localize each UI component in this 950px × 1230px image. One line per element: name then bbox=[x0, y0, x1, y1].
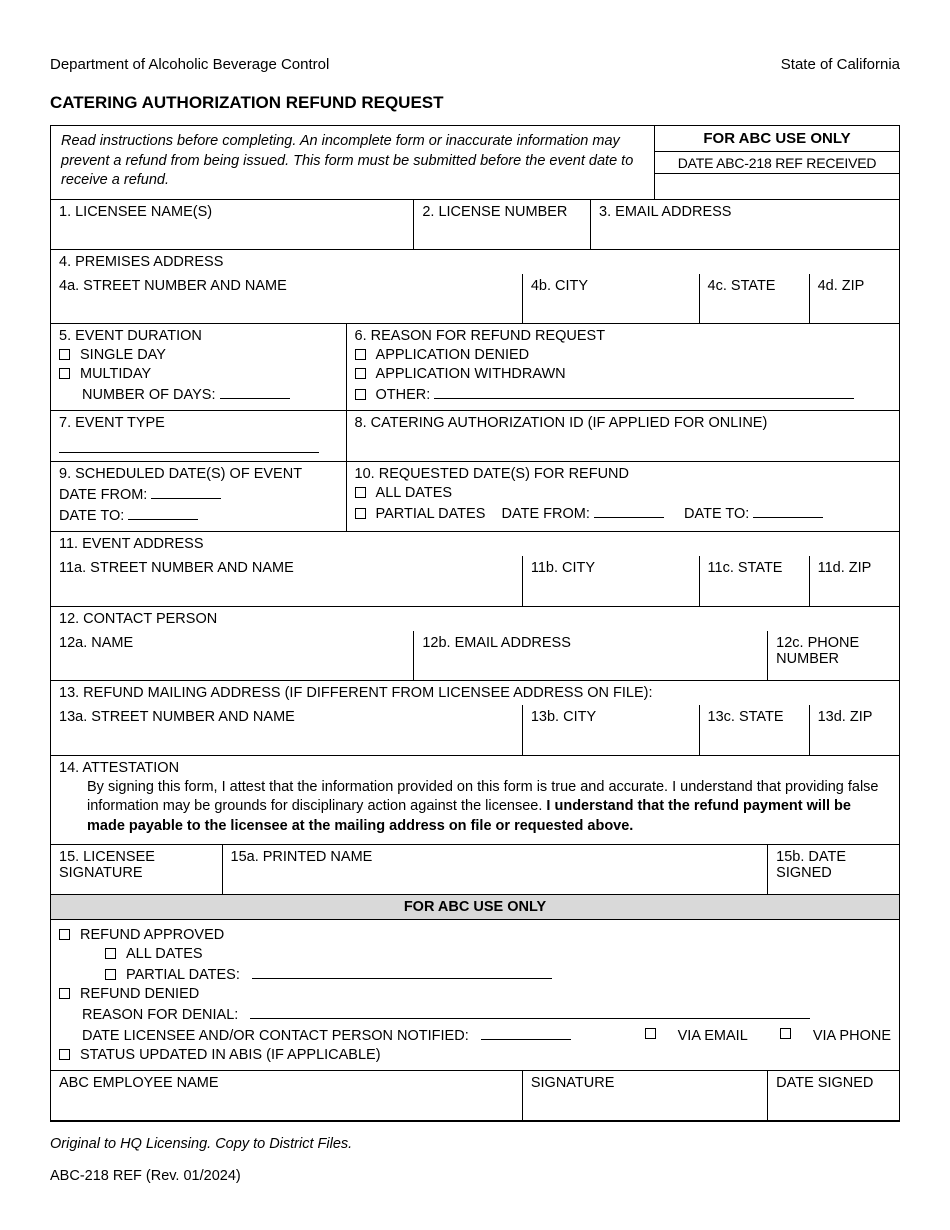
field-premises-zip[interactable]: 4d. ZIP bbox=[809, 274, 899, 324]
checkbox-refund-approved[interactable] bbox=[59, 929, 70, 940]
field-date-signed[interactable]: 15b. DATE SIGNED bbox=[768, 845, 900, 895]
field-premises-street[interactable]: 4a. STREET NUMBER AND NAME bbox=[51, 274, 523, 324]
input-date-from[interactable] bbox=[151, 485, 221, 499]
field-premises-label: 4. PREMISES ADDRESS bbox=[51, 249, 900, 274]
checkbox-via-email[interactable] bbox=[645, 1028, 656, 1039]
abc-use-date-label: DATE ABC-218 REF RECEIVED bbox=[655, 152, 899, 174]
checkbox-other[interactable] bbox=[355, 389, 366, 400]
checkbox-app-withdrawn[interactable] bbox=[355, 368, 366, 379]
checkbox-multiday[interactable] bbox=[59, 368, 70, 379]
top-row: Read instructions before completing. An … bbox=[50, 125, 900, 199]
abc-decision-block: REFUND APPROVED ALL DATES PARTIAL DATES:… bbox=[51, 920, 900, 1071]
field-refund-reason: 6. REASON FOR REFUND REQUEST APPLICATION… bbox=[346, 324, 899, 411]
abc-use-band: FOR ABC USE ONLY bbox=[51, 895, 900, 920]
input-denial-reason[interactable] bbox=[250, 1005, 810, 1019]
field-email[interactable]: 3. EMAIL ADDRESS bbox=[591, 199, 900, 249]
field-requested-dates: 10. REQUESTED DATE(S) FOR REFUND ALL DAT… bbox=[346, 462, 899, 532]
abc-use-box: FOR ABC USE ONLY DATE ABC-218 REF RECEIV… bbox=[654, 126, 899, 199]
field-abc-date-signed[interactable]: DATE SIGNED bbox=[768, 1071, 900, 1121]
checkbox-via-phone[interactable] bbox=[780, 1028, 791, 1039]
field-abc-signature[interactable]: SIGNATURE bbox=[522, 1071, 767, 1121]
field-event-duration: 5. EVENT DURATION SINGLE DAY MULTIDAY NU… bbox=[51, 324, 347, 411]
abc-use-title: FOR ABC USE ONLY bbox=[655, 126, 899, 152]
field-event-addr-label: 11. EVENT ADDRESS bbox=[51, 532, 900, 557]
field-event-type[interactable]: 7. EVENT TYPE bbox=[51, 411, 347, 462]
field-scheduled-dates: 9. SCHEDULED DATE(S) OF EVENT DATE FROM:… bbox=[51, 462, 347, 532]
field-event-zip[interactable]: 11d. ZIP bbox=[809, 556, 899, 606]
input-refund-to[interactable] bbox=[753, 504, 823, 518]
checkbox-abc-partial-dates[interactable] bbox=[105, 969, 116, 980]
footer-note: Original to HQ Licensing. Copy to Distri… bbox=[50, 1136, 900, 1152]
checkbox-single-day[interactable] bbox=[59, 349, 70, 360]
form-id: ABC-218 REF (Rev. 01/2024) bbox=[50, 1168, 900, 1184]
checkbox-abis-updated[interactable] bbox=[59, 1049, 70, 1060]
main-form-table: 1. LICENSEE NAME(S) 2. LICENSE NUMBER 3.… bbox=[50, 199, 900, 1123]
field-catering-id[interactable]: 8. CATERING AUTHORIZATION ID (IF APPLIED… bbox=[346, 411, 899, 462]
field-refund-addr-label: 13. REFUND MAILING ADDRESS (IF DIFFERENT… bbox=[51, 681, 900, 706]
field-event-street[interactable]: 11a. STREET NUMBER AND NAME bbox=[51, 556, 523, 606]
field-event-state[interactable]: 11c. STATE bbox=[699, 556, 809, 606]
field-event-city[interactable]: 11b. CITY bbox=[522, 556, 699, 606]
field-printed-name[interactable]: 15a. PRINTED NAME bbox=[222, 845, 768, 895]
field-abc-emp-name[interactable]: ABC EMPLOYEE NAME bbox=[51, 1071, 523, 1121]
input-numdays[interactable] bbox=[220, 385, 290, 399]
field-contact-label: 12. CONTACT PERSON bbox=[51, 606, 900, 631]
field-premises-city[interactable]: 4b. CITY bbox=[522, 274, 699, 324]
field-licensee-name[interactable]: 1. LICENSEE NAME(S) bbox=[51, 199, 414, 249]
field-refund-city[interactable]: 13b. CITY bbox=[522, 705, 699, 755]
page-header: Department of Alcoholic Beverage Control… bbox=[50, 56, 900, 73]
checkbox-refund-denied[interactable] bbox=[59, 988, 70, 999]
checkbox-partial-dates[interactable] bbox=[355, 508, 366, 519]
checkbox-all-dates[interactable] bbox=[355, 487, 366, 498]
checkbox-abc-all-dates[interactable] bbox=[105, 948, 116, 959]
field-attestation: 14. ATTESTATION By signing this form, I … bbox=[51, 755, 900, 845]
field-contact-name[interactable]: 12a. NAME bbox=[51, 631, 414, 681]
dept-name: Department of Alcoholic Beverage Control bbox=[50, 56, 329, 73]
input-other-reason[interactable] bbox=[434, 385, 854, 399]
field-refund-state[interactable]: 13c. STATE bbox=[699, 705, 809, 755]
checkbox-app-denied[interactable] bbox=[355, 349, 366, 360]
field-licensee-sig[interactable]: 15. LICENSEE SIGNATURE bbox=[51, 845, 223, 895]
abc-use-date-value[interactable] bbox=[655, 174, 899, 199]
form-title: CATERING AUTHORIZATION REFUND REQUEST bbox=[50, 93, 900, 113]
field-refund-street[interactable]: 13a. STREET NUMBER AND NAME bbox=[51, 705, 523, 755]
state-name: State of California bbox=[781, 56, 900, 73]
field-contact-email[interactable]: 12b. EMAIL ADDRESS bbox=[414, 631, 768, 681]
field-premises-state[interactable]: 4c. STATE bbox=[699, 274, 809, 324]
field-contact-phone[interactable]: 12c. PHONE NUMBER bbox=[768, 631, 900, 681]
input-notify-date[interactable] bbox=[481, 1026, 571, 1040]
input-abc-partial-dates[interactable] bbox=[252, 965, 552, 979]
input-refund-from[interactable] bbox=[594, 504, 664, 518]
input-date-to[interactable] bbox=[128, 506, 198, 520]
input-event-type[interactable] bbox=[59, 439, 319, 453]
field-license-number[interactable]: 2. LICENSE NUMBER bbox=[414, 199, 591, 249]
instructions: Read instructions before completing. An … bbox=[51, 126, 654, 199]
field-refund-zip[interactable]: 13d. ZIP bbox=[809, 705, 899, 755]
